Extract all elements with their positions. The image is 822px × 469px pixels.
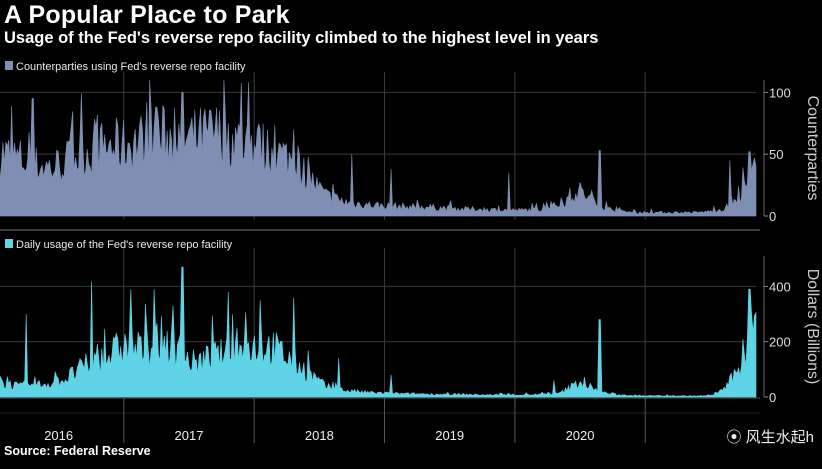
y-tick-label: 50 <box>769 147 783 162</box>
watermark: ⦿ 风生水起h <box>726 426 814 447</box>
x-tick-label: 2017 <box>175 428 204 443</box>
chart-subtitle: Usage of the Fed's reverse repo facility… <box>4 29 599 47</box>
watermark-icon: ⦿ <box>726 429 742 446</box>
y-tick-label: 0 <box>769 209 776 224</box>
legend-label: Counterparties using Fed's reverse repo … <box>16 61 246 73</box>
watermark-text: 风生水起h <box>745 429 814 446</box>
usage-area-series <box>0 266 757 398</box>
y-tick-label: 100 <box>769 85 791 100</box>
y-axis-title: Counterparties <box>804 96 821 201</box>
x-tick-label: 2019 <box>435 428 464 443</box>
y-tick-label: 0 <box>769 390 776 405</box>
legend-label: Daily usage of the Fed's reverse repo fa… <box>16 239 233 251</box>
source-note: Source: Federal Reserve <box>4 444 151 458</box>
y-tick-label: 400 <box>769 279 791 294</box>
x-tick-label: 2018 <box>305 428 334 443</box>
y-axis-title: Dollars (Billions) <box>804 269 821 385</box>
x-tick-label: 2016 <box>44 428 73 443</box>
legend-swatch <box>5 61 13 70</box>
chart-title: A Popular Place to Park <box>4 1 290 29</box>
x-tick-label: 2020 <box>566 428 595 443</box>
y-tick-label: 200 <box>769 335 791 350</box>
counterparties-area-series <box>0 79 757 217</box>
legend-swatch <box>5 239 13 248</box>
